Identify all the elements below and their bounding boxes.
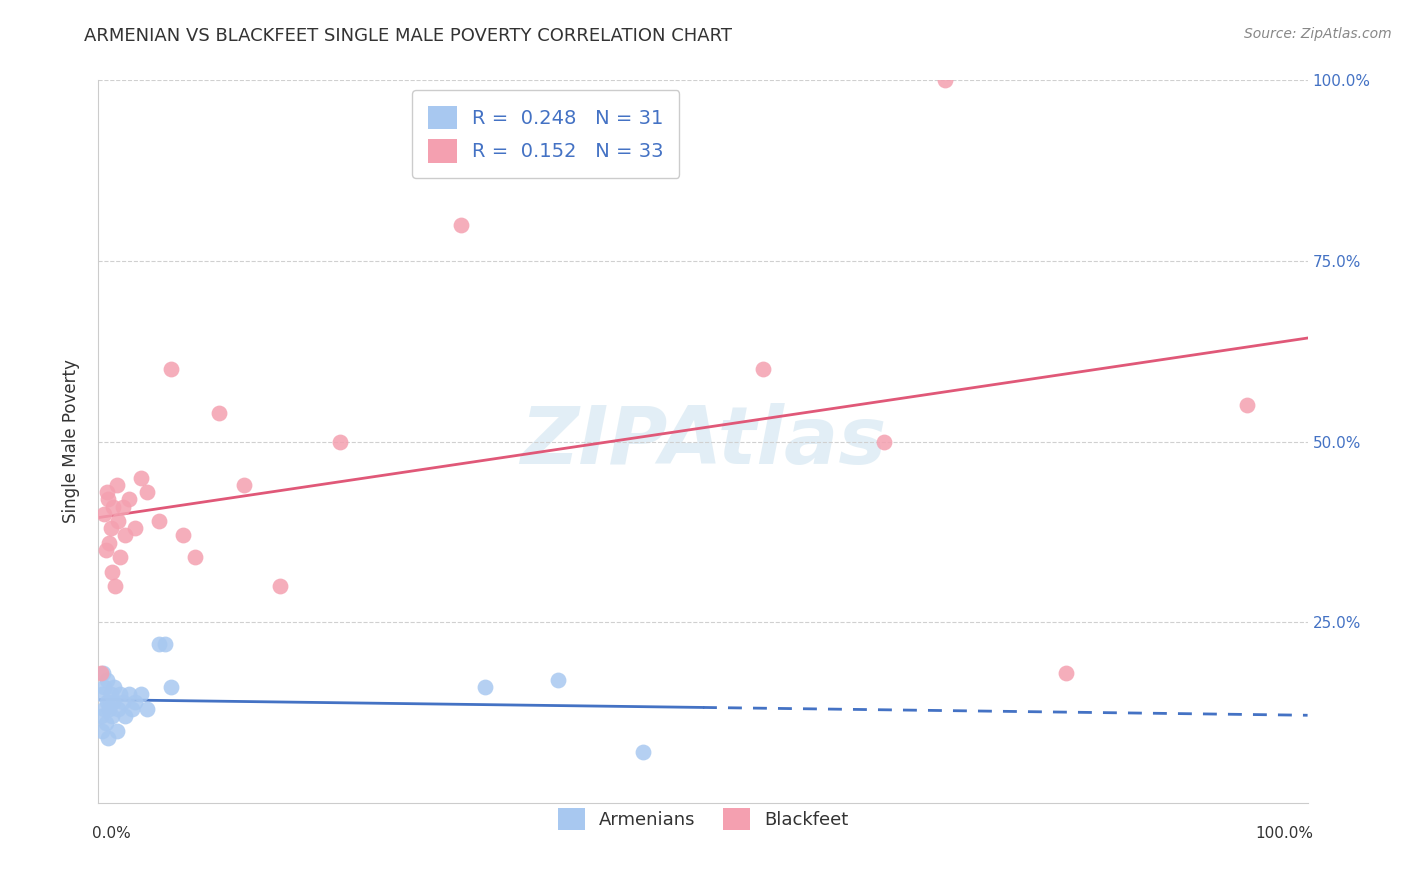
Point	[105, 723, 128, 738]
Point	[118, 687, 141, 701]
Point	[474, 680, 496, 694]
Point	[631, 745, 654, 759]
Point	[105, 478, 128, 492]
Text: 100.0%: 100.0%	[1256, 826, 1313, 841]
Point	[93, 680, 115, 694]
Point	[114, 528, 136, 542]
Point	[100, 521, 122, 535]
Point	[94, 716, 117, 731]
Point	[97, 731, 120, 745]
Point	[98, 702, 121, 716]
Point	[101, 500, 124, 514]
Point	[153, 637, 176, 651]
Point	[91, 687, 114, 701]
Point	[91, 665, 114, 680]
Point	[108, 550, 131, 565]
Point	[121, 702, 143, 716]
Point	[269, 579, 291, 593]
Point	[232, 478, 254, 492]
Point	[124, 695, 146, 709]
Point	[108, 687, 131, 701]
Point	[160, 680, 183, 694]
Point	[96, 695, 118, 709]
Point	[103, 680, 125, 694]
Point	[100, 687, 122, 701]
Point	[135, 485, 157, 500]
Point	[90, 665, 112, 680]
Point	[111, 500, 134, 514]
Point	[107, 514, 129, 528]
Point	[94, 542, 117, 557]
Y-axis label: Single Male Poverty: Single Male Poverty	[62, 359, 80, 524]
Point	[111, 695, 134, 709]
Point	[329, 434, 352, 449]
Point	[873, 434, 896, 449]
Point	[100, 565, 122, 579]
Point	[100, 709, 122, 723]
Point	[91, 723, 114, 738]
Point	[1054, 665, 1077, 680]
Point	[208, 406, 231, 420]
Point	[104, 579, 127, 593]
Point	[96, 485, 118, 500]
Point	[101, 695, 124, 709]
Point	[135, 702, 157, 716]
Point	[98, 535, 121, 549]
Point	[96, 673, 118, 687]
Point	[160, 362, 183, 376]
Text: ZIPAtlas: ZIPAtlas	[520, 402, 886, 481]
Point	[129, 687, 152, 701]
Point	[148, 514, 170, 528]
Point	[124, 521, 146, 535]
Point	[934, 73, 956, 87]
Text: ARMENIAN VS BLACKFEET SINGLE MALE POVERTY CORRELATION CHART: ARMENIAN VS BLACKFEET SINGLE MALE POVERT…	[84, 27, 733, 45]
Point	[148, 637, 170, 651]
Point	[90, 709, 112, 723]
Point	[129, 470, 152, 484]
Point	[93, 702, 115, 716]
Point	[1236, 398, 1258, 412]
Point	[752, 362, 775, 376]
Point	[450, 218, 472, 232]
Point	[184, 550, 207, 565]
Text: 0.0%: 0.0%	[93, 826, 131, 841]
Point	[97, 492, 120, 507]
Point	[172, 528, 194, 542]
Point	[547, 673, 569, 687]
Legend: Armenians, Blackfeet: Armenians, Blackfeet	[550, 801, 856, 837]
Text: Source: ZipAtlas.com: Source: ZipAtlas.com	[1244, 27, 1392, 41]
Point	[118, 492, 141, 507]
Point	[114, 709, 136, 723]
Point	[93, 507, 115, 521]
Point	[107, 702, 129, 716]
